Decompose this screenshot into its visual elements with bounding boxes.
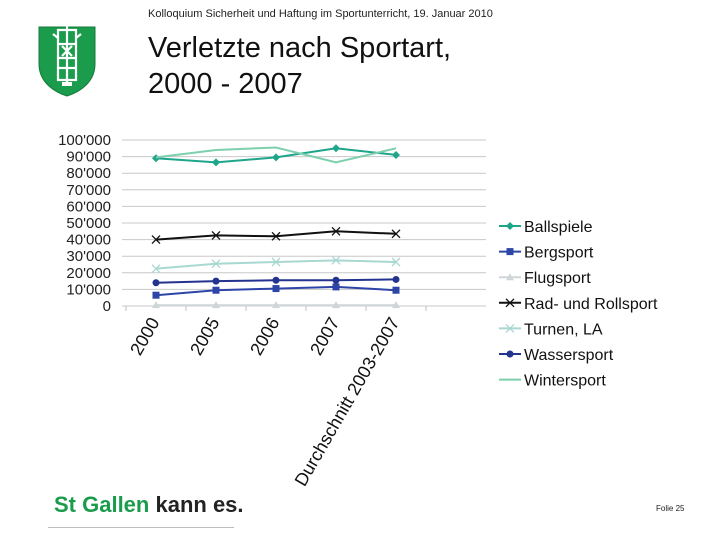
data-point-marker: [506, 248, 514, 256]
x-tick-label: 2007: [306, 314, 343, 359]
data-point-marker: [392, 301, 400, 309]
logo-divider: [48, 527, 234, 528]
legend-label: Bergsport: [524, 245, 594, 262]
data-point-marker: [152, 301, 160, 309]
data-point-marker: [212, 301, 220, 309]
data-point-marker: [505, 298, 515, 308]
y-tick-label: 80'000: [66, 165, 111, 182]
legend-item: Bergsport: [499, 245, 594, 262]
data-point-marker: [211, 230, 221, 240]
series-flugsport: [152, 301, 400, 309]
data-point-marker: [392, 275, 400, 283]
data-point-marker: [331, 255, 341, 265]
y-tick-label: 90'000: [66, 149, 111, 166]
y-tick-label: 60'000: [66, 198, 111, 215]
data-point-marker: [272, 153, 280, 162]
series-wintersport: [155, 146, 397, 164]
slide-title-line-1: Verletzte nach Sportart,: [148, 32, 452, 64]
legend-label: Turnen, LA: [524, 321, 603, 338]
st-gallen-logo: St Gallen kann es.: [48, 484, 244, 528]
y-tick-label: 70'000: [66, 182, 111, 199]
legend-label: Flugsport: [524, 270, 591, 287]
data-point-marker: [151, 235, 161, 245]
legend-label: Wassersport: [524, 347, 614, 364]
data-point-marker: [212, 158, 220, 167]
data-point-marker: [332, 144, 340, 153]
data-point-marker: [332, 276, 340, 284]
data-point-marker: [151, 264, 161, 274]
x-tick-label: 2005: [186, 314, 223, 359]
data-point-marker: [506, 222, 514, 230]
data-point-marker: [152, 291, 160, 299]
y-tick-label: 100'000: [58, 132, 111, 149]
y-tick-label: 40'000: [66, 232, 111, 249]
data-point-marker: [331, 226, 341, 236]
y-tick-label: 30'000: [66, 248, 111, 265]
data-point-marker: [271, 231, 281, 241]
logo-text-part1: St Gallen: [54, 492, 150, 517]
presentation-subtitle: Kolloquium Sicherheit und Haftung im Spo…: [148, 8, 493, 20]
data-point-marker: [392, 150, 400, 159]
legend-item: Flugsport: [499, 270, 591, 287]
legend-item: Rad- und Rollsport: [499, 296, 658, 313]
data-point-marker: [272, 285, 280, 293]
data-point-marker: [211, 259, 221, 269]
series-line: [155, 146, 397, 164]
y-tick-label: 50'000: [66, 215, 111, 232]
data-point-marker: [391, 257, 401, 267]
data-point-marker: [152, 279, 160, 287]
legend-item: Wassersport: [499, 347, 614, 364]
data-point-marker: [392, 286, 400, 294]
legend-item: Ballspiele: [499, 219, 593, 236]
legend-item: Wintersport: [499, 373, 606, 390]
series-turnen-la: [151, 255, 401, 274]
series-bergsport: [152, 283, 400, 299]
data-point-marker: [332, 283, 340, 291]
x-tick-label: 2000: [126, 314, 163, 359]
data-point-marker: [272, 301, 280, 309]
series-rad-und-rollsport: [151, 226, 401, 245]
data-point-marker: [212, 286, 220, 294]
data-point-marker: [506, 350, 514, 358]
slide-title-line-2: 2000 - 2007: [148, 68, 303, 100]
st-gallen-crest-icon: [36, 24, 98, 98]
x-tick-label: Durchschnitt 2003-2007: [291, 314, 404, 490]
y-tick-label: 0: [103, 298, 111, 315]
data-point-marker: [272, 276, 280, 284]
data-point-marker: [332, 301, 340, 309]
y-tick-label: 20'000: [66, 265, 111, 282]
data-point-marker: [391, 229, 401, 239]
logo-text-part2: kann es.: [155, 492, 244, 517]
series-wassersport: [152, 275, 400, 287]
slide-number: Folie 25: [656, 504, 685, 513]
legend-label: Wintersport: [524, 373, 606, 390]
legend-item: Turnen, LA: [499, 321, 603, 338]
y-tick-label: 10'000: [66, 281, 111, 298]
data-point-marker: [212, 277, 220, 285]
data-point-marker: [152, 154, 160, 163]
data-point-marker: [271, 257, 281, 267]
data-point-marker: [506, 273, 514, 281]
data-point-marker: [505, 323, 515, 333]
legend-label: Rad- und Rollsport: [524, 296, 658, 313]
x-tick-label: 2006: [246, 314, 283, 359]
slide-title: Verletzte nach Sportart, 2000 - 2007: [148, 30, 451, 102]
legend-label: Ballspiele: [524, 219, 593, 236]
